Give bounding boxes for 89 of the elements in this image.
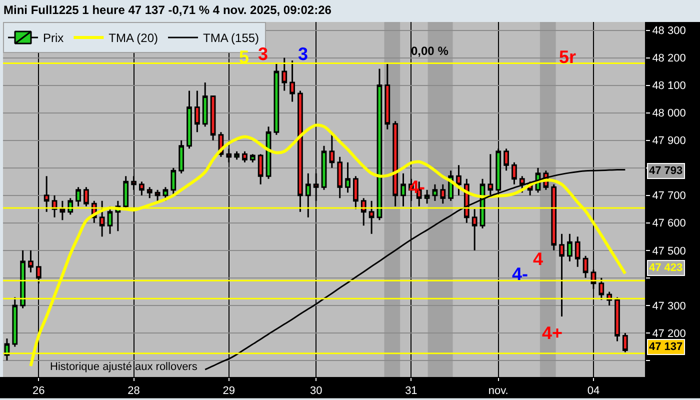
candlestick [52,194,58,218]
y-tick-label: 48 000 [652,108,686,120]
candlestick [4,338,10,362]
candlestick [376,68,382,221]
candlestick [242,150,248,164]
annotation: 5r [559,47,576,67]
candlestick [44,175,50,213]
legend-label: Prix [43,31,64,46]
candlestick [614,296,620,342]
candlestick [559,233,564,318]
legend-label: TMA (155) [203,31,260,46]
candlestick [20,250,26,309]
candlestick [28,250,34,274]
candlestick [472,208,478,252]
candlestick [345,162,350,194]
candlestick [392,120,398,208]
candlestick [574,236,580,268]
candlestick [337,156,343,199]
candlestick [456,164,462,196]
chart-title: Mini Full1225 1 heure 47 137 -0,71 % 4 nov. 2025, 09:02:26 [4,3,332,18]
candlestick [194,90,200,133]
candlestick [274,62,280,136]
y-tick-label: 47 200 [652,328,686,340]
annotation: 4- [512,264,528,284]
candlestick [12,296,18,348]
candlestick [186,90,192,150]
candlestick [154,189,160,202]
candlestick [598,277,604,301]
annotation: Historique ajusté aux rollovers [50,361,198,373]
y-tick-label: 48 100 [652,80,686,92]
candlestick [258,153,264,186]
y-tick-label: 47 700 [652,190,686,202]
candlestick [424,189,430,204]
candlestick [282,57,288,92]
candlestick [512,162,517,186]
candlestick [360,197,366,226]
y-tick-label: 47 600 [652,218,686,230]
candlestick [234,150,240,160]
candlestick [551,184,557,252]
text: 47 793 [649,165,683,177]
x-tick-label: 26 [32,385,45,398]
candlestick [60,200,66,221]
annotation: 4 [533,249,544,269]
annotation: 5 [239,47,250,67]
annotation: 3 [298,44,308,64]
annotation: 0,00 % [411,44,449,58]
legend-label: TMA (20) [108,31,158,46]
candlestick [202,82,208,128]
candlestick [170,167,176,196]
candlestick [84,186,89,208]
candlestick [400,172,406,208]
candlestick [298,90,303,213]
x-tick-label: 30 [310,385,322,398]
candlestick [210,96,216,142]
candlestick [162,186,168,202]
text: 47 137 [649,341,683,353]
x-tick-label: 04 [587,385,600,398]
y-tick-label: 48 200 [652,52,686,65]
candlestick [178,140,184,174]
candlestick [321,145,327,191]
candlestick [305,172,311,218]
candlestick [146,186,152,199]
candlestick [622,332,628,353]
candlestick [567,233,572,262]
candlestick [440,184,446,204]
x-tick-label: 29 [222,385,236,398]
annotation: 3 [258,44,268,64]
annotation: 4+ [542,323,563,343]
candlestick [432,184,438,202]
candlestick [504,148,509,172]
x-tick-label: nov. [488,385,508,398]
text: 47 423 [649,262,683,274]
candlestick [519,175,525,194]
y-tick-label: 48 300 [652,25,686,38]
candlestick [139,180,144,196]
candlestick [290,60,295,103]
candlestick [123,175,129,210]
y-tick-label: 47 500 [652,245,686,258]
x-tick-label: 28 [128,385,140,398]
x-tick-label: 31 [405,385,418,398]
candlestick [99,200,105,238]
candlestick [76,186,81,208]
candlestick [384,62,390,130]
y-tick-label: 47 300 [652,300,686,312]
candlestick [353,175,358,210]
y-tick-label: 47 900 [652,135,686,148]
candlestick [250,153,256,164]
candlestick [368,200,374,235]
candlestick [582,255,588,279]
